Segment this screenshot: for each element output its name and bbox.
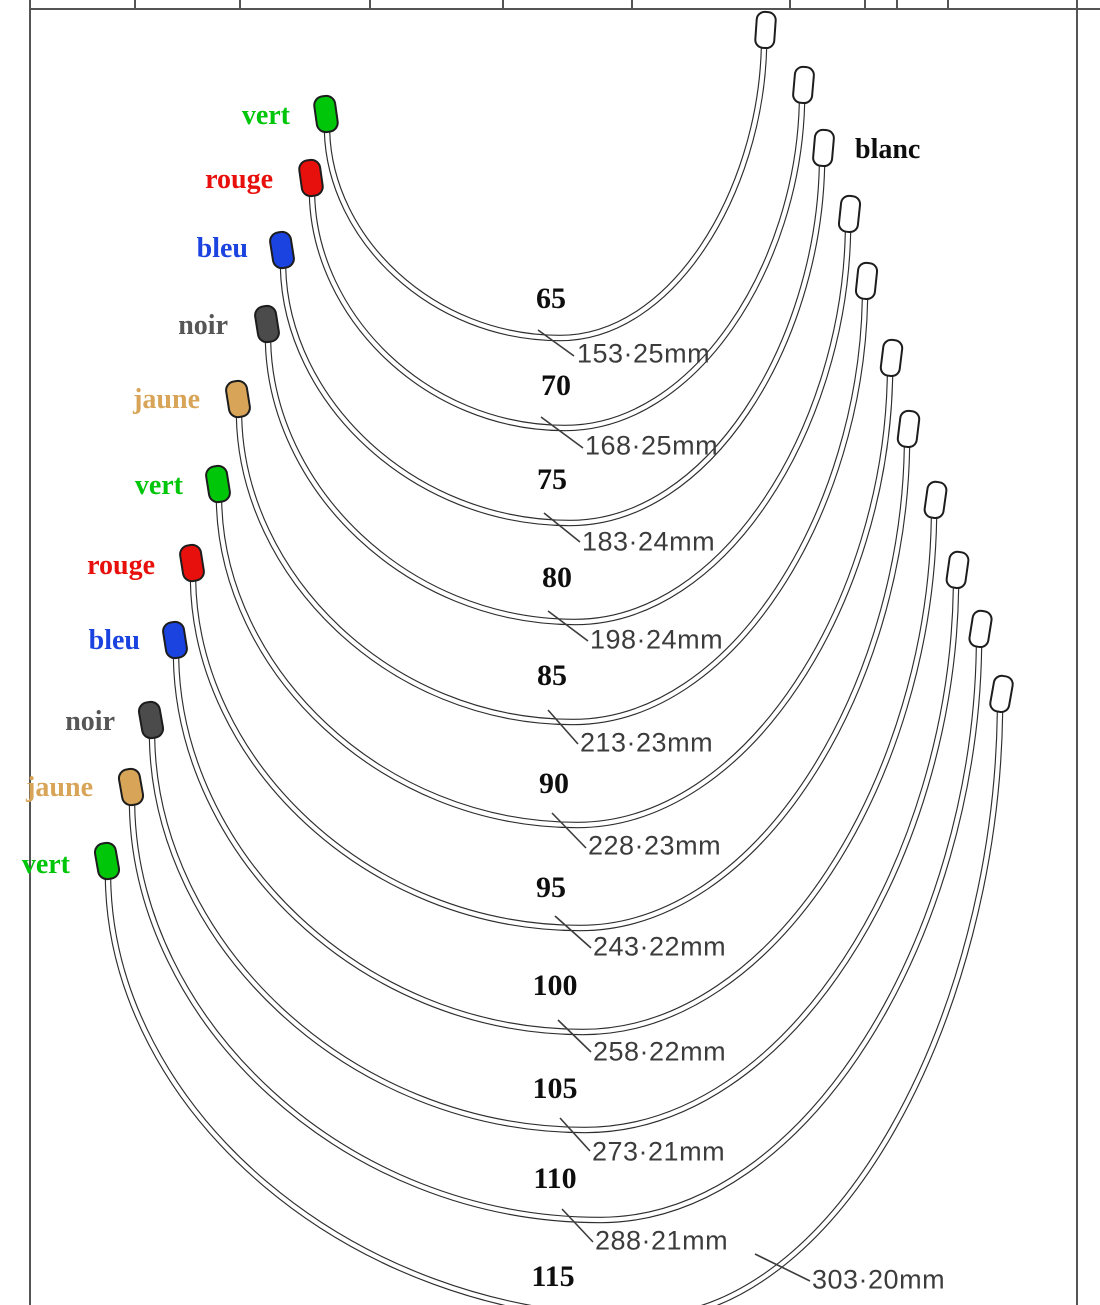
underwire-115-curve	[104, 711, 1004, 1305]
underwire-90-curve	[215, 375, 894, 829]
wire-fill	[236, 298, 868, 725]
top-table-row	[30, 0, 1100, 10]
length-label-70: 168·25mm	[585, 430, 719, 461]
left-tip-115-vert	[93, 841, 121, 881]
wire-fill	[105, 711, 1003, 1305]
leader-100	[557, 1019, 592, 1053]
wire-fill	[129, 646, 982, 1223]
color-label-65-vert: vert	[241, 100, 290, 131]
wire-fill	[216, 375, 893, 828]
size-label-100: 100	[532, 969, 578, 1002]
leader-115	[754, 1253, 811, 1282]
leader-95	[554, 915, 592, 949]
length-label-115: 303·20mm	[812, 1264, 946, 1295]
underwire-80-curve	[264, 231, 852, 626]
right-tip-100-blanc	[923, 480, 948, 520]
size-label-80: 80	[542, 561, 572, 594]
wire-fill	[265, 231, 851, 625]
left-tip-80-noir	[254, 304, 280, 344]
underwire-95-curve	[189, 446, 911, 932]
size-label-70: 70	[541, 369, 571, 402]
leader-70	[540, 416, 584, 449]
size-label-110: 110	[533, 1162, 577, 1195]
right-tip-70-blanc	[792, 65, 815, 105]
color-label-115-vert: vert	[21, 849, 70, 880]
left-tip-70-rouge	[298, 158, 324, 198]
size-label-85: 85	[537, 659, 567, 692]
underwire-110-curve	[128, 646, 983, 1224]
right-tip-95-blanc	[896, 409, 921, 449]
length-label-110: 288·21mm	[595, 1225, 729, 1256]
underwire-65-curve	[323, 47, 768, 342]
right-tip-110-blanc	[968, 609, 993, 649]
length-label-85: 213·23mm	[580, 727, 714, 758]
wire-fill	[173, 517, 937, 1035]
right-tip-85-blanc	[854, 261, 879, 301]
color-label-75-bleu: bleu	[196, 233, 248, 264]
underwire-85-curve	[235, 298, 869, 726]
length-label-80: 198·24mm	[590, 624, 724, 655]
length-label-100: 258·22mm	[593, 1036, 727, 1067]
length-label-90: 228·23mm	[588, 830, 722, 861]
left-tip-85-jaune	[225, 379, 251, 419]
size-label-65: 65	[536, 282, 566, 315]
color-label-105-noir: noir	[65, 706, 115, 737]
wire-fill	[190, 446, 910, 931]
left-tip-105-noir	[137, 700, 165, 740]
color-label-100-bleu: bleu	[88, 625, 140, 656]
wire-fill	[324, 47, 767, 341]
wire-fill	[280, 165, 825, 526]
wire-fill	[309, 102, 805, 431]
left-tip-110-jaune	[117, 767, 145, 807]
right-tip-90-blanc	[879, 338, 904, 378]
blanc-label: blanc	[855, 134, 921, 165]
left-tip-90-vert	[205, 464, 231, 504]
length-label-105: 273·21mm	[592, 1136, 726, 1167]
size-label-90: 90	[539, 767, 569, 800]
color-label-110-jaune: jaune	[26, 772, 93, 803]
color-label-95-rouge: rouge	[87, 550, 155, 581]
left-tip-100-bleu	[162, 620, 188, 660]
length-label-95: 243·22mm	[593, 931, 727, 962]
color-label-70-rouge: rouge	[205, 164, 273, 195]
wire-outline	[215, 375, 894, 829]
size-label-95: 95	[536, 871, 566, 904]
leader-110	[561, 1208, 594, 1243]
leader-80	[547, 610, 589, 642]
underwire-75-curve	[279, 165, 826, 527]
leader-75	[543, 512, 581, 543]
color-label-90-vert: vert	[134, 470, 183, 501]
size-label-75: 75	[537, 463, 567, 496]
color-label-85-jaune: jaune	[133, 384, 200, 415]
size-label-105: 105	[532, 1072, 578, 1105]
right-tip-105-blanc	[945, 550, 970, 590]
right-tip-65-blanc	[754, 10, 777, 50]
length-label-65: 153·25mm	[577, 338, 711, 369]
underwire-105-curve	[148, 587, 960, 1134]
size-label-115: 115	[531, 1260, 575, 1293]
right-tip-115-blanc	[989, 674, 1014, 714]
wire-outline	[128, 646, 983, 1224]
left-tip-65-vert	[313, 94, 339, 134]
right-tip-75-blanc	[812, 128, 835, 168]
wire-fill	[149, 587, 959, 1133]
underwire-70-curve	[308, 102, 806, 432]
right-tip-80-blanc	[837, 194, 862, 234]
leader-85	[547, 709, 579, 745]
color-label-80-noir: noir	[178, 310, 228, 341]
leader-105	[559, 1117, 591, 1152]
leader-90	[551, 812, 587, 849]
left-tip-75-bleu	[269, 230, 295, 270]
left-tip-95-rouge	[179, 543, 205, 583]
underwire-100-curve	[172, 517, 938, 1036]
length-label-75: 183·24mm	[582, 526, 716, 557]
leader-65	[537, 329, 575, 357]
